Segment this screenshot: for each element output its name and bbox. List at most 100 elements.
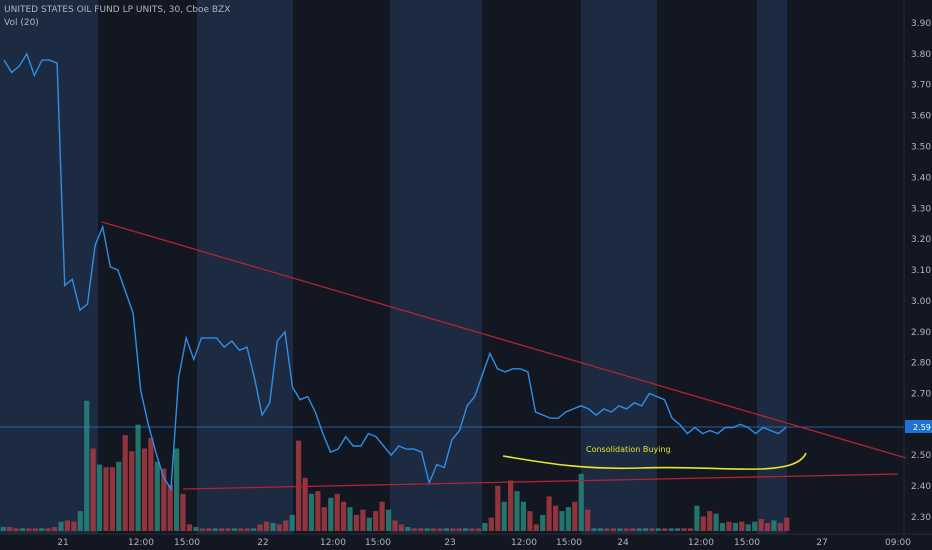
volume-bar (411, 528, 417, 531)
volume-bar (257, 524, 263, 532)
volume-bar (283, 520, 289, 531)
volume-bar (19, 528, 26, 531)
volume-bar (225, 528, 231, 531)
volume-bar (0, 527, 6, 531)
y-tick-label: 2.90 (911, 328, 931, 338)
volume-bar (52, 527, 58, 531)
volume-bar (739, 521, 745, 531)
volume-bar (238, 528, 244, 531)
volume-bar (174, 448, 180, 531)
volume-bar (212, 528, 218, 531)
volume-bar (26, 528, 32, 531)
volume-bar (604, 528, 610, 531)
volume-bar (623, 528, 629, 531)
session-band (757, 0, 787, 534)
volume-bar (758, 519, 764, 531)
x-tick-label: 24 (617, 538, 629, 548)
x-tick-label: 12:00 (320, 538, 346, 548)
x-tick-label: 12:00 (511, 538, 537, 548)
volume-bar (572, 501, 578, 531)
volume-bar (334, 493, 340, 531)
y-tick-label: 3.70 (911, 81, 931, 91)
volume-bar (642, 528, 649, 531)
volume-bar (559, 511, 565, 531)
volume-bar (533, 524, 539, 532)
volume-bar (328, 497, 334, 532)
volume-bar (116, 461, 122, 531)
y-tick-label: 3.00 (911, 297, 931, 307)
volume-bar (199, 528, 205, 531)
x-axis[interactable]: 21 12:00 15:00 22 12:00 15:00 23 12:00 15:00 24 12… (57, 538, 911, 548)
volume-bar (764, 523, 771, 531)
volume-bar (302, 477, 308, 531)
volume-bar (315, 491, 321, 531)
volume-bar (469, 528, 475, 531)
volume-bar (700, 516, 706, 531)
volume-bar (129, 451, 135, 531)
volume-bar (752, 521, 758, 531)
volume-bar (668, 528, 674, 531)
volume-bar (501, 501, 507, 531)
volume-bar (553, 505, 559, 531)
y-tick-label: 3.60 (911, 112, 931, 122)
volume-bar (186, 524, 193, 532)
x-tick-label: 23 (444, 538, 455, 548)
volume-bar (366, 517, 372, 531)
volume-bar (360, 509, 366, 531)
session-band (197, 0, 293, 534)
volume-bar (514, 491, 520, 531)
volume-bar (193, 527, 199, 531)
volume-bar (475, 528, 482, 531)
volume-bar (726, 521, 732, 531)
volume-bar (784, 517, 790, 531)
volume-bar (443, 528, 449, 531)
y-tick-label: 3.40 (911, 173, 931, 183)
volume-bar (64, 520, 70, 531)
volume-bar (296, 440, 302, 531)
volume-bar (745, 524, 751, 532)
volume-bar (13, 528, 19, 531)
volume-bar (154, 461, 160, 531)
volume-bar (719, 523, 726, 531)
volume-bar (630, 528, 636, 531)
session-band (581, 0, 657, 534)
volume-bar (655, 528, 661, 531)
volume-bar (392, 520, 398, 531)
volume-bar (418, 528, 424, 531)
volume-bar (636, 528, 642, 531)
volume-bar (39, 528, 45, 531)
y-tick-label: 3.90 (911, 19, 931, 29)
volume-bar (617, 528, 623, 531)
volume-bar (777, 523, 783, 531)
volume-bar (77, 511, 83, 531)
volume-bar (713, 513, 719, 531)
volume-indicator-label[interactable]: Vol (20) (4, 18, 39, 28)
volume-bar (540, 515, 546, 531)
volume-bar (386, 509, 392, 531)
y-axis[interactable]: 3.90 3.80 3.70 3.60 3.50 3.40 3.30 3.20 3.10 3.00… (911, 19, 931, 523)
session-band (390, 0, 482, 534)
volume-bar (578, 473, 584, 531)
volume-bar (308, 493, 315, 531)
x-tick-label: 21 (57, 538, 68, 548)
x-tick-label: 12:00 (128, 538, 154, 548)
x-tick-label: 27 (816, 538, 827, 548)
volume-bar (707, 511, 713, 531)
volume-bar (161, 468, 167, 531)
x-tick-label: 15:00 (734, 538, 760, 548)
y-tick-label: 3.50 (911, 143, 931, 153)
volume-bar (96, 464, 103, 531)
volume-bar (424, 528, 430, 531)
volume-bar (58, 521, 64, 531)
volume-bar (732, 523, 738, 531)
volume-bar (263, 521, 270, 531)
volume-bar (610, 528, 616, 531)
volume-bar (32, 528, 38, 531)
volume-bar (103, 467, 109, 531)
x-tick-label: 09:00 (885, 538, 911, 548)
volume-bar (276, 524, 282, 532)
y-tick-label: 2.50 (911, 451, 931, 461)
volume-bar (71, 521, 77, 531)
volume-bar (456, 528, 462, 531)
